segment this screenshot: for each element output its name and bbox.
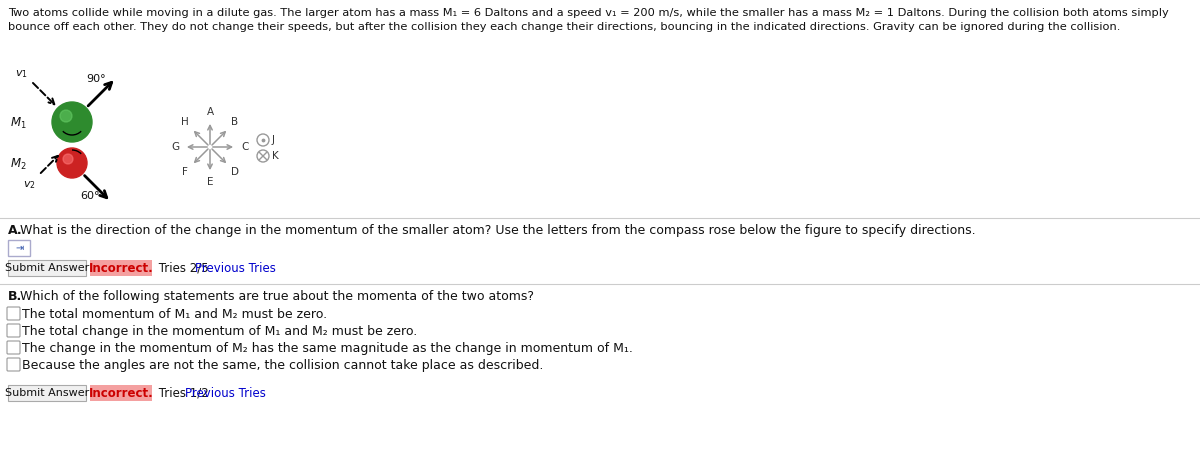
Text: D: D: [230, 167, 239, 177]
Text: B.: B.: [8, 290, 23, 303]
Text: A: A: [206, 107, 214, 117]
Text: Incorrect.: Incorrect.: [89, 261, 154, 274]
Text: Because the angles are not the same, the collision cannot take place as describe: Because the angles are not the same, the…: [22, 359, 544, 372]
Text: H: H: [181, 117, 190, 127]
Circle shape: [58, 148, 88, 178]
FancyBboxPatch shape: [90, 385, 152, 401]
Text: Tries 1/2: Tries 1/2: [155, 386, 212, 400]
Text: Tries 2/5: Tries 2/5: [155, 261, 212, 274]
Circle shape: [60, 110, 72, 122]
Text: E: E: [206, 177, 214, 187]
FancyBboxPatch shape: [7, 341, 20, 354]
Text: $M_1$: $M_1$: [10, 115, 26, 130]
FancyBboxPatch shape: [8, 240, 30, 256]
Text: Submit Answer: Submit Answer: [5, 263, 89, 273]
Text: bounce off each other. They do not change their speeds, but after the collision : bounce off each other. They do not chang…: [8, 22, 1121, 32]
Text: The total change in the momentum of M₁ and M₂ must be zero.: The total change in the momentum of M₁ a…: [22, 325, 418, 337]
FancyBboxPatch shape: [7, 324, 20, 337]
FancyBboxPatch shape: [7, 307, 20, 320]
Text: $M_2$: $M_2$: [10, 156, 26, 171]
Text: C: C: [241, 142, 248, 152]
Text: Which of the following statements are true about the momenta of the two atoms?: Which of the following statements are tr…: [20, 290, 534, 303]
Text: Previous Tries: Previous Tries: [185, 386, 266, 400]
Text: What is the direction of the change in the momentum of the smaller atom? Use the: What is the direction of the change in t…: [20, 224, 976, 237]
FancyBboxPatch shape: [90, 260, 152, 276]
Circle shape: [64, 154, 73, 164]
Text: G: G: [170, 142, 179, 152]
Text: 90°: 90°: [86, 74, 106, 84]
Text: K: K: [272, 151, 278, 161]
Text: Submit Answer: Submit Answer: [5, 388, 89, 398]
Text: Two atoms collide while moving in a dilute gas. The larger atom has a mass M₁ = : Two atoms collide while moving in a dilu…: [8, 8, 1169, 18]
Text: A.: A.: [8, 224, 23, 237]
Text: ⇥: ⇥: [14, 243, 23, 253]
FancyBboxPatch shape: [8, 260, 86, 276]
Text: $v_2$: $v_2$: [23, 179, 36, 191]
Text: $v_1$: $v_1$: [16, 68, 28, 80]
Text: F: F: [182, 167, 188, 177]
Text: J: J: [272, 135, 275, 145]
Circle shape: [52, 102, 92, 142]
Text: The total momentum of M₁ and M₂ must be zero.: The total momentum of M₁ and M₂ must be …: [22, 307, 328, 320]
Text: Previous Tries: Previous Tries: [194, 261, 276, 274]
FancyBboxPatch shape: [7, 358, 20, 371]
Text: B: B: [232, 117, 239, 127]
Text: The change in the momentum of M₂ has the same magnitude as the change in momentu: The change in the momentum of M₂ has the…: [22, 342, 632, 355]
Text: 60°: 60°: [80, 191, 100, 201]
FancyBboxPatch shape: [8, 385, 86, 401]
Text: Incorrect.: Incorrect.: [89, 386, 154, 400]
